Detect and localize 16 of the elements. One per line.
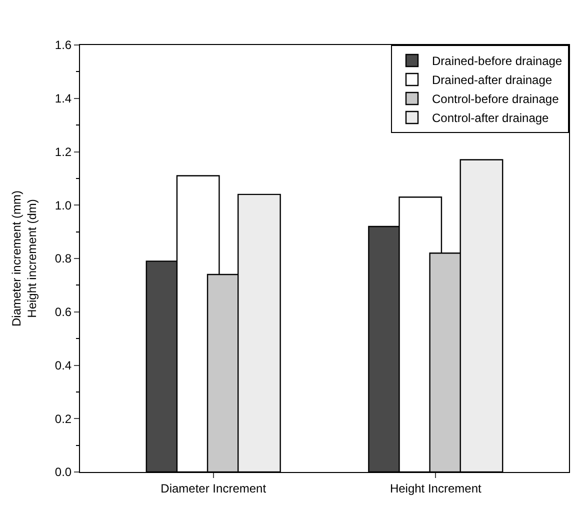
- x-tick-label: Diameter Increment: [160, 481, 267, 496]
- y-tick-label: 0.4: [54, 358, 72, 372]
- x-tick-label: Height Increment: [390, 481, 482, 496]
- y-tick-label: 1.2: [54, 144, 72, 159]
- y-axis-title: Diameter increment (mm) Height increment (dm): [10, 190, 40, 327]
- legend-label: Drained-after drainage: [432, 73, 552, 88]
- legend-label: Drained-before drainage: [432, 54, 562, 68]
- y-tick-label: 0.8: [54, 252, 72, 266]
- y-tick-label: 0.2: [54, 412, 72, 426]
- y-tick-label: 1.4: [54, 92, 72, 106]
- legend-label: Control-after drainage: [432, 111, 550, 126]
- y-tick-label: 1.6: [54, 38, 72, 52]
- y-tick-label: 0.6: [54, 305, 72, 320]
- y-tick-label: 0.0: [54, 465, 72, 480]
- legend-label: Control-before drainage: [432, 92, 560, 106]
- y-tick-label: 1.0: [54, 198, 72, 212]
